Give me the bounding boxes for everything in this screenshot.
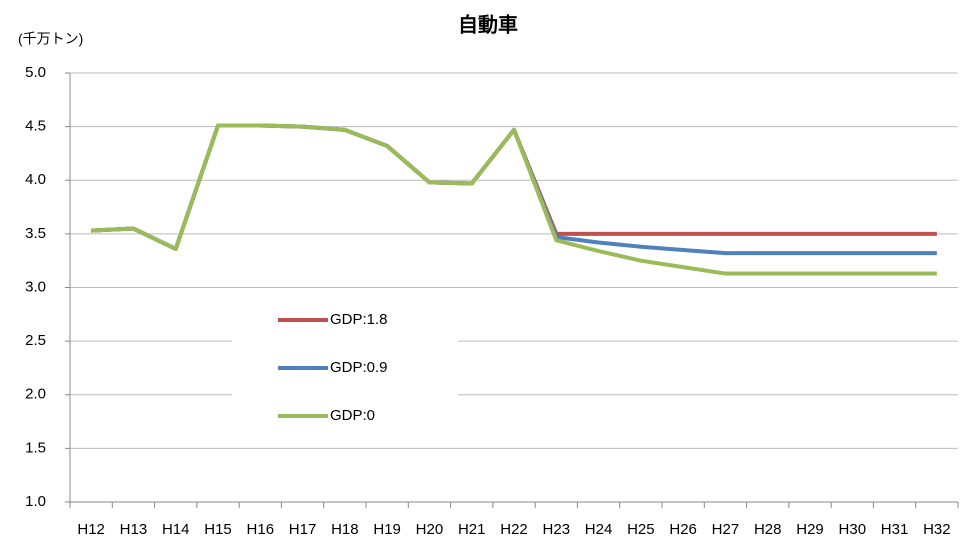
y-tick-label: 1.5 xyxy=(25,439,46,456)
x-tick-label: H31 xyxy=(881,521,909,538)
y-tick-label: 2.0 xyxy=(25,386,46,403)
y-tick-label: 4.0 xyxy=(25,171,46,188)
x-tick-label: H29 xyxy=(796,521,824,538)
chart-title: 自動車 xyxy=(458,12,518,36)
x-tick-label: H13 xyxy=(120,521,148,538)
x-tick-label: H12 xyxy=(77,521,105,538)
x-tick-label: H15 xyxy=(204,521,232,538)
y-tick-label: 1.0 xyxy=(25,493,46,510)
x-tick-label: H17 xyxy=(289,521,317,538)
x-tick-label: H32 xyxy=(923,521,951,538)
x-tick-label: H30 xyxy=(839,521,867,538)
x-tick-label: H28 xyxy=(754,521,782,538)
y-axis-label: (千万トン) xyxy=(18,31,83,47)
y-tick-label: 5.0 xyxy=(25,64,46,81)
x-tick-label: H22 xyxy=(500,521,528,538)
y-tick-label: 3.0 xyxy=(25,278,46,295)
x-tick-label: H26 xyxy=(669,521,697,538)
x-tick-label: H23 xyxy=(543,521,571,538)
x-tick-label: H21 xyxy=(458,521,486,538)
x-tick-label: H20 xyxy=(416,521,444,538)
x-tick-label: H18 xyxy=(331,521,359,538)
legend-background xyxy=(232,300,458,440)
x-tick-label: H16 xyxy=(247,521,275,538)
y-tick-label: 2.5 xyxy=(25,332,46,349)
x-tick-label: H19 xyxy=(373,521,401,538)
y-tick-label: 4.5 xyxy=(25,118,46,135)
y-tick-label: 3.5 xyxy=(25,225,46,242)
x-tick-label: H14 xyxy=(162,521,190,538)
legend-label: GDP:0.9 xyxy=(330,359,388,376)
legend-label: GDP:0 xyxy=(330,407,375,424)
x-tick-label: H24 xyxy=(585,521,613,538)
series-line xyxy=(91,123,937,251)
legend-label: GDP:1.8 xyxy=(330,311,388,328)
series-line xyxy=(91,123,937,276)
x-tick-label: H25 xyxy=(627,521,655,538)
x-tick-label: H27 xyxy=(712,521,740,538)
